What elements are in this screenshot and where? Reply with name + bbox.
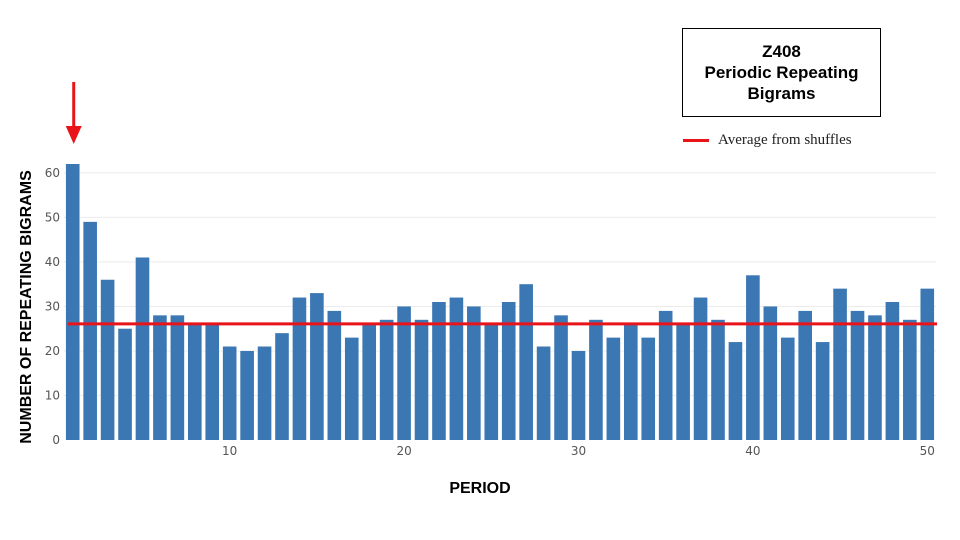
bar [397, 306, 411, 440]
bar [641, 337, 656, 440]
bar [606, 337, 621, 440]
legend-label: Average from shuffles [718, 132, 852, 148]
bar [449, 297, 464, 440]
bar [135, 257, 150, 440]
legend-swatch-red-line [683, 139, 709, 142]
x-tick-label: 50 [920, 444, 935, 458]
y-tick-label: 30 [45, 299, 60, 313]
bar [327, 310, 342, 440]
x-tick-label: 10 [222, 444, 237, 458]
bar [83, 221, 97, 440]
x-tick-label: 30 [571, 444, 586, 458]
bar [798, 310, 813, 440]
bar [868, 315, 882, 440]
bar [240, 350, 254, 440]
x-axis-ticks: 10 20 30 40 50 [222, 444, 935, 458]
chart-title-line-1: Z408 [762, 42, 801, 61]
bar [344, 337, 359, 440]
y-tick-label: 10 [45, 388, 60, 402]
bar [205, 324, 220, 440]
x-tick-label: 40 [745, 444, 760, 458]
bar [257, 346, 272, 440]
y-axis-ticks: 0 10 20 30 40 50 60 [45, 166, 60, 447]
bar [379, 319, 394, 440]
x-tick-label: 20 [396, 444, 411, 458]
y-tick-label: 40 [45, 255, 60, 269]
bar [292, 297, 307, 440]
y-tick-label: 50 [45, 210, 60, 224]
bar [903, 319, 917, 440]
bars [65, 164, 935, 440]
y-tick-label: 20 [45, 344, 60, 358]
bar [362, 324, 377, 440]
bar [65, 164, 80, 440]
bar [658, 310, 673, 440]
bar [920, 288, 935, 440]
bar [571, 350, 586, 440]
bar [170, 315, 185, 440]
y-tick-label: 60 [45, 166, 60, 180]
chart-title-line-3: Bigrams [747, 84, 816, 103]
bar [222, 346, 237, 440]
legend: Average from shuffles [683, 132, 852, 149]
bar [467, 306, 481, 440]
bar [536, 346, 551, 440]
bar [153, 315, 167, 440]
bar [187, 324, 202, 440]
x-axis-label: PERIOD [449, 480, 511, 497]
bar [118, 328, 132, 440]
bar [554, 315, 568, 440]
bar [432, 302, 446, 440]
bar [885, 302, 900, 440]
bar [780, 337, 795, 440]
bar [833, 288, 847, 440]
bar [746, 275, 760, 440]
bar [100, 279, 115, 440]
bar [484, 324, 499, 440]
bar [693, 297, 708, 440]
bar [501, 302, 516, 440]
bar [815, 342, 830, 440]
bar [711, 319, 725, 440]
bar [589, 319, 603, 440]
bar [519, 284, 533, 440]
chart-title-box: Z408 Periodic Repeating Bigrams [682, 28, 881, 117]
red-arrow-annotation [65, 82, 82, 144]
bar [728, 342, 743, 440]
chart-title-line-2: Periodic Repeating [704, 63, 859, 82]
bar [763, 306, 778, 440]
y-axis-label: NUMBER OF REPEATING BIGRAMS [18, 170, 35, 444]
bar [414, 319, 429, 440]
bar [623, 324, 638, 440]
bar [275, 333, 289, 440]
bar [850, 310, 865, 440]
y-tick-label: 0 [52, 433, 60, 447]
bar [310, 293, 324, 440]
bar [676, 324, 690, 440]
arrow-head [65, 126, 82, 144]
